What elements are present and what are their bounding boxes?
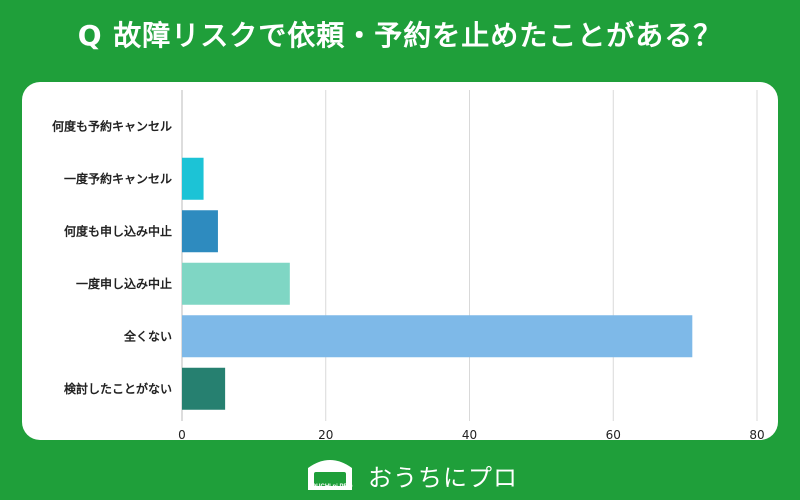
category-label: 何度も予約キャンセル	[52, 118, 172, 133]
bar	[182, 210, 218, 253]
category-label: 検討したことがない	[64, 381, 172, 396]
category-label: 一度予約キャンセル	[64, 171, 172, 186]
brand-name: おうちにプロ	[368, 464, 518, 492]
bar	[182, 262, 290, 305]
chart-card: 0 20 40 60 80 何度も予約キャンセル一度予約キャンセル 何度も申し込み中止一度申…	[22, 82, 778, 440]
category-label: 全くない	[123, 328, 172, 343]
x-tick-label: 0	[178, 428, 186, 440]
footer: OUCHI ni PRO おうちにプロ	[0, 448, 800, 496]
x-tick-label: 20	[318, 428, 333, 440]
logo-text: OUCHI ni PRO	[311, 484, 353, 490]
bar	[182, 367, 226, 410]
category-label: 一度申し込み中止	[76, 276, 172, 291]
x-tick-label: 80	[749, 428, 764, 440]
category-label: 何度も申し込み中止	[64, 223, 172, 238]
bar-chart: 0 20 40 60 80 何度も予約キャンセル一度予約キャンセル何度も申し込み中止一度申…	[52, 90, 765, 440]
x-tick-label: 60	[606, 428, 621, 440]
chart-title: Q 故障リスクで依頼・予約を止めたことがある？	[77, 19, 723, 52]
bar	[182, 157, 204, 200]
house-logo-icon: OUCHI ni PRO	[304, 454, 356, 496]
x-tick-label: 40	[462, 428, 477, 440]
bar	[182, 315, 693, 358]
